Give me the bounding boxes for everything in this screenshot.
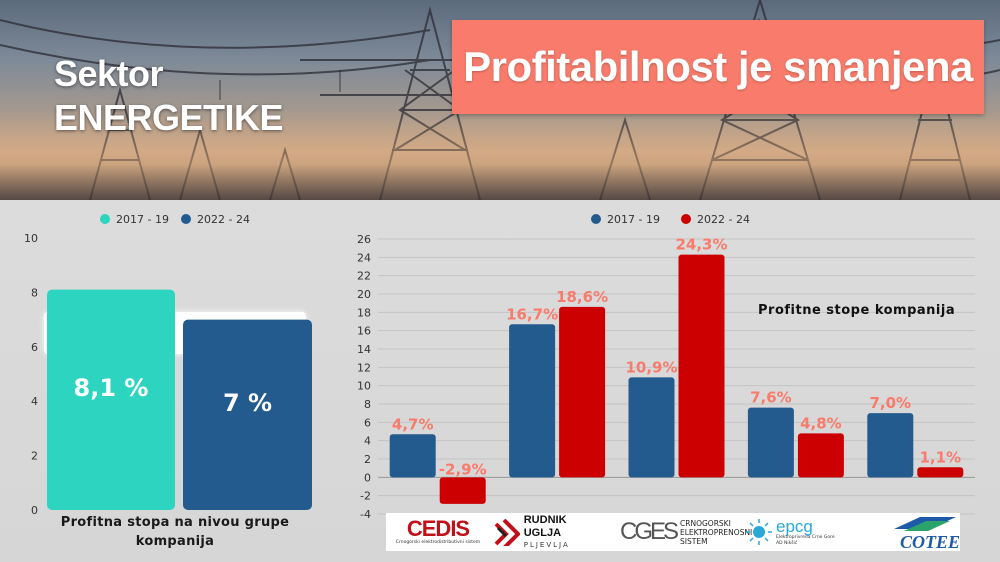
right-y-tick-label: 20 <box>357 288 371 301</box>
left-y-tick-label: 10 <box>24 232 38 245</box>
left-chart-caption: Profitna stopa na nivou grupe kompanija <box>60 515 290 549</box>
right-y-tick-label: 18 <box>357 306 371 319</box>
right-data-label: 16,7% <box>506 305 558 323</box>
right-bar-blue <box>509 324 556 478</box>
right-y-tick-label: 2 <box>364 453 371 466</box>
right-chart-caption: Profitne stope kompanija <box>758 303 956 318</box>
left-bar-2 <box>183 319 312 510</box>
right-y-tick-label: 26 <box>357 233 371 246</box>
right-legend-label: 2022 - 24 <box>697 213 750 226</box>
right-y-tick-label: 4 <box>364 435 371 448</box>
hero-banner-photo: Sektor ENERGETIKE Profitabilnost je sman… <box>0 0 1000 200</box>
right-data-label: -2,9% <box>439 460 487 478</box>
right-bar-red <box>678 254 725 478</box>
right-y-tick-label: 10 <box>357 380 371 393</box>
left-y-tick-label: 0 <box>31 504 38 517</box>
left-legend-swatch <box>100 214 110 224</box>
cedis-logo: CEDIS Crnogorski elektrodistributivni si… <box>388 513 488 551</box>
left-y-tick-label: 8 <box>31 286 38 299</box>
right-data-label: 4,7% <box>392 415 434 433</box>
right-y-tick-label: 0 <box>364 471 371 484</box>
right-bar-blue <box>389 434 436 478</box>
right-y-tick-label: -4 <box>360 508 371 521</box>
headline-text: Profitabilnost je smanjena <box>463 43 973 90</box>
rudnik-logo-subtitle: PLJEVLJA <box>523 541 570 549</box>
cedis-logo-text: CEDIS <box>406 516 470 541</box>
right-legend-swatch <box>681 214 691 224</box>
cotee-logo: COTEE <box>874 513 960 551</box>
rudnik-mark-icon <box>494 518 520 546</box>
right-bar-red <box>559 306 606 478</box>
company-logos-bar: CEDIS Crnogorski elektrodistributivni si… <box>386 513 960 551</box>
epcg-logo-subtitle2: AD Nikšić <box>776 540 798 546</box>
rudnik-uglja-logo: RUDNIK UGLJA PLJEVLJA <box>494 513 606 551</box>
epcg-logo-subtitle1: Elektroprivreda Crne Gore <box>776 534 835 540</box>
right-data-label: 10,9% <box>625 358 677 376</box>
left-y-tick-label: 6 <box>31 341 38 354</box>
left-bar-1 <box>47 289 175 510</box>
cotee-logo-text: COTEE <box>899 532 960 552</box>
epcg-sun-icon <box>746 519 772 545</box>
right-data-label: 4,8% <box>800 414 842 432</box>
right-y-tick-label: 22 <box>357 270 371 283</box>
epcg-logo-text: epcg <box>776 516 813 536</box>
right-bar-blue <box>867 413 914 478</box>
right-y-tick-label: 16 <box>357 325 371 338</box>
sector-title: Sektor ENERGETIKE <box>54 52 284 140</box>
left-y-tick-label: 4 <box>31 395 38 408</box>
right-y-tick-label: 24 <box>357 251 371 264</box>
right-bar-red <box>797 433 844 478</box>
headline-banner: Profitabilnost je smanjena <box>452 20 984 114</box>
right-y-tick-label: 8 <box>364 398 371 411</box>
right-data-label: 7,6% <box>750 389 792 407</box>
right-bar-blue <box>747 407 794 478</box>
cges-logo-line3: SISTEM <box>680 536 708 546</box>
sunset-glow <box>0 110 1000 200</box>
right-y-tick-label: -2 <box>360 490 371 503</box>
cges-logo-line2: ELEKTROPRENOSNI <box>680 527 753 537</box>
right-legend-label: 2017 - 19 <box>607 213 660 226</box>
left-bar-label: 8,1 % <box>74 374 149 402</box>
right-y-tick-label: 12 <box>357 361 371 374</box>
cges-logo: CGES CRNOGORSKI ELEKTROPRENOSNI SISTEM <box>620 513 753 551</box>
right-legend-swatch <box>591 214 601 224</box>
left-legend-label: 2022 - 24 <box>197 213 250 226</box>
left-bar-label: 7 % <box>223 389 272 417</box>
rudnik-logo-text: RUDNIK UGLJA <box>523 514 567 539</box>
cotee-mark-icon <box>894 517 956 531</box>
right-y-tick-label: 6 <box>364 416 371 429</box>
cges-logo-line1: CRNOGORSKI <box>680 518 731 528</box>
right-y-tick-label: 14 <box>357 343 371 356</box>
left-y-tick-label: 2 <box>31 450 38 463</box>
sector-title-line1: Sektor <box>54 53 164 94</box>
right-data-label: 24,3% <box>675 236 727 254</box>
left-legend-label: 2017 - 19 <box>116 213 169 226</box>
right-data-label: 1,1% <box>919 448 961 466</box>
right-bar-blue <box>628 377 675 478</box>
sector-title-line2: ENERGETIKE <box>54 97 284 138</box>
cedis-logo-subtitle: Crnogorski elektrodistributivni sistem <box>395 540 481 545</box>
right-data-label: 18,6% <box>556 288 608 306</box>
left-legend-swatch <box>181 214 191 224</box>
cges-logo-mark: CGES <box>620 518 679 545</box>
right-bar-red <box>917 467 964 478</box>
right-data-label: 7,0% <box>869 394 911 412</box>
epcg-logo: epcg Elektroprivreda Crne Gore AD Nikšić <box>744 513 858 551</box>
right-bar-red <box>439 477 486 504</box>
